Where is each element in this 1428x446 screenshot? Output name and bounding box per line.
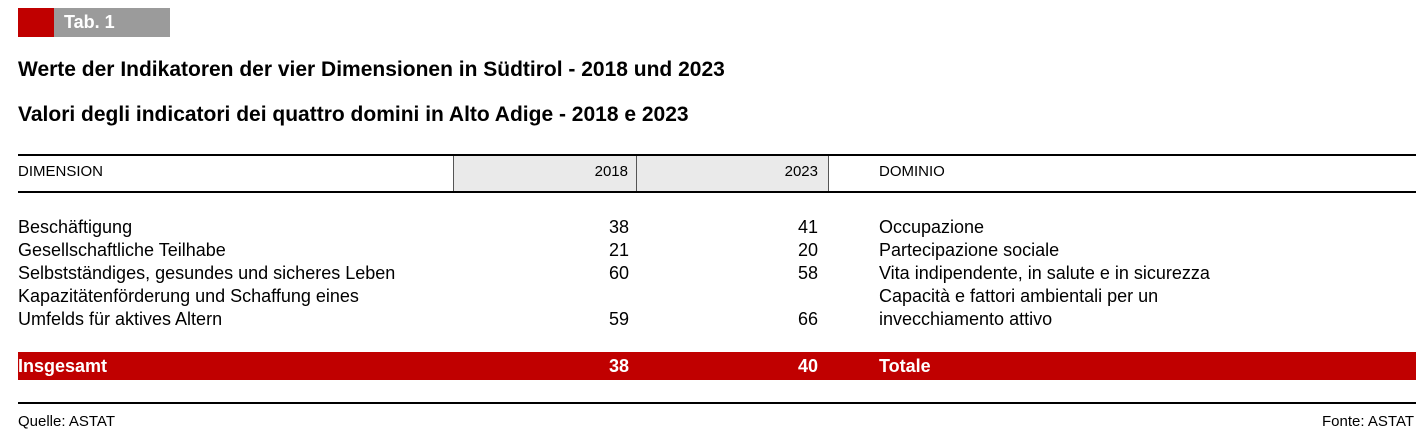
row-domain: Vita indipendente, in salute e in sicure… bbox=[879, 263, 1210, 283]
row-dimension: Beschäftigung bbox=[18, 217, 133, 237]
row-value-2018: 38 bbox=[608, 217, 629, 237]
row-domain: Occupazione bbox=[879, 217, 985, 237]
table-row: Selbstständiges, gesundes und sicheres L… bbox=[0, 261, 1428, 285]
header-dimension: DIMENSION bbox=[18, 163, 104, 180]
total-value-2018: 38 bbox=[608, 356, 629, 376]
row-dimension-line2: Umfelds für aktives Altern bbox=[18, 309, 223, 329]
total-label-italian: Totale bbox=[879, 356, 931, 376]
row-dimension: Gesellschaftliche Teilhabe bbox=[18, 240, 226, 260]
title-german: Werte der Indikatoren der vier Dimension… bbox=[18, 58, 725, 81]
row-dimension-line1: Kapazitätenförderung und Schaffung eines bbox=[18, 286, 359, 306]
tag-accent bbox=[18, 8, 54, 37]
title-italian: Valori degli indicatori dei quattro domi… bbox=[18, 103, 689, 126]
header-2018: 2018 bbox=[594, 163, 628, 180]
source-german: Quelle: ASTAT bbox=[18, 413, 115, 430]
header-bg-2018 bbox=[453, 156, 636, 191]
header-divider bbox=[453, 156, 454, 191]
row-value-2023: 20 bbox=[797, 240, 818, 260]
tag-label: Tab. 1 bbox=[54, 8, 170, 37]
table-row: Gesellschaftliche Teilhabe 21 20 Parteci… bbox=[0, 238, 1428, 262]
row-value-2023: 41 bbox=[797, 217, 818, 237]
header-domain: DOMINIO bbox=[879, 163, 945, 180]
table-top-rule bbox=[18, 154, 1416, 156]
table-row: Beschäftigung 38 41 Occupazione bbox=[0, 215, 1428, 239]
header-2023: 2023 bbox=[784, 163, 818, 180]
row-domain-line2: invecchiamento attivo bbox=[879, 309, 1053, 329]
header-bg-2023 bbox=[637, 156, 828, 191]
table-bottom-rule bbox=[18, 402, 1416, 404]
source-italian: Fonte: ASTAT bbox=[1322, 413, 1414, 430]
row-domain-line1: Capacità e fattori ambientali per un bbox=[879, 286, 1159, 306]
row-value-2018: 60 bbox=[608, 263, 629, 283]
row-dimension: Selbstständiges, gesundes und sicheres L… bbox=[18, 263, 396, 283]
total-value-2023: 40 bbox=[797, 356, 818, 376]
row-domain: Partecipazione sociale bbox=[879, 240, 1060, 260]
total-row: Insgesamt 38 40 Totale bbox=[18, 352, 1416, 380]
header-divider bbox=[828, 156, 829, 191]
row-value-2018: 21 bbox=[608, 240, 629, 260]
total-label-german: Insgesamt bbox=[18, 356, 108, 376]
header-divider bbox=[636, 156, 637, 191]
table-tag: Tab. 1 bbox=[18, 8, 170, 37]
row-value-2023: 66 bbox=[797, 309, 818, 329]
row-value-2023: 58 bbox=[797, 263, 818, 283]
table-header-rule bbox=[18, 191, 1416, 193]
row-value-2018: 59 bbox=[608, 309, 629, 329]
table-row: Kapazitätenförderung und Schaffung eines… bbox=[0, 284, 1428, 308]
table-row: Umfelds für aktives Altern 59 66 invecch… bbox=[0, 307, 1428, 331]
